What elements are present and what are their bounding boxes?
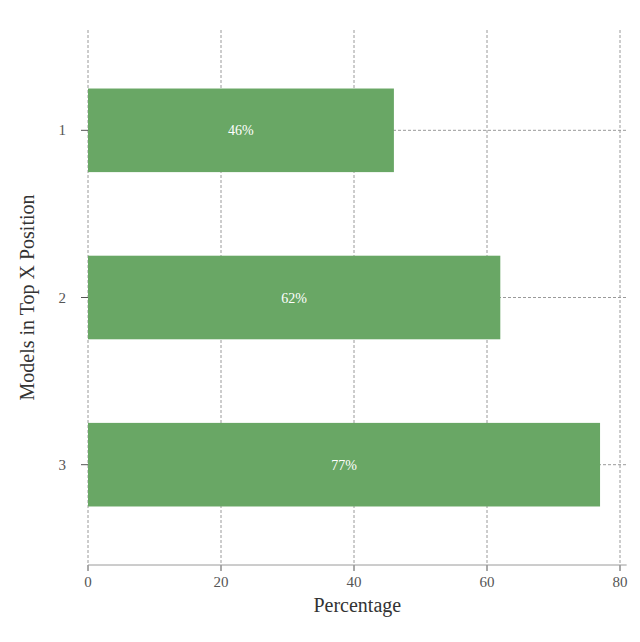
tick-label: 60 [480, 574, 495, 590]
tick-label: 40 [347, 574, 362, 590]
tick-label: 20 [214, 574, 229, 590]
y-axis-label: Models in Top X Position [16, 194, 39, 400]
tick-label: 3 [59, 457, 67, 473]
tick-label: 0 [84, 574, 92, 590]
x-axis-line [88, 565, 627, 566]
tick-label: 80 [613, 574, 628, 590]
bar [88, 89, 394, 173]
tick-label: 1 [59, 122, 67, 138]
tick-mark [620, 565, 621, 571]
bar [88, 256, 500, 340]
tick-label: 2 [59, 290, 67, 306]
tick-mark [81, 297, 88, 298]
tick-mark [81, 130, 88, 131]
tick-mark [81, 464, 88, 465]
tick-mark [487, 565, 488, 571]
tick-mark [354, 565, 355, 571]
chart-svg: 0 20 40 60 80 1 2 3 46% 62% 77% Percentage Models in… [0, 0, 640, 642]
chart-container: 0 20 40 60 80 1 2 3 46% 62% 77% Percentage Models in… [0, 0, 640, 642]
x-axis-label: Percentage [313, 594, 401, 617]
tick-mark [88, 565, 89, 571]
data-label: 62% [281, 291, 307, 306]
tick-mark [221, 565, 222, 571]
bar [88, 423, 600, 507]
data-label: 46% [228, 123, 254, 138]
data-label: 77% [331, 458, 357, 473]
bars [88, 89, 600, 507]
